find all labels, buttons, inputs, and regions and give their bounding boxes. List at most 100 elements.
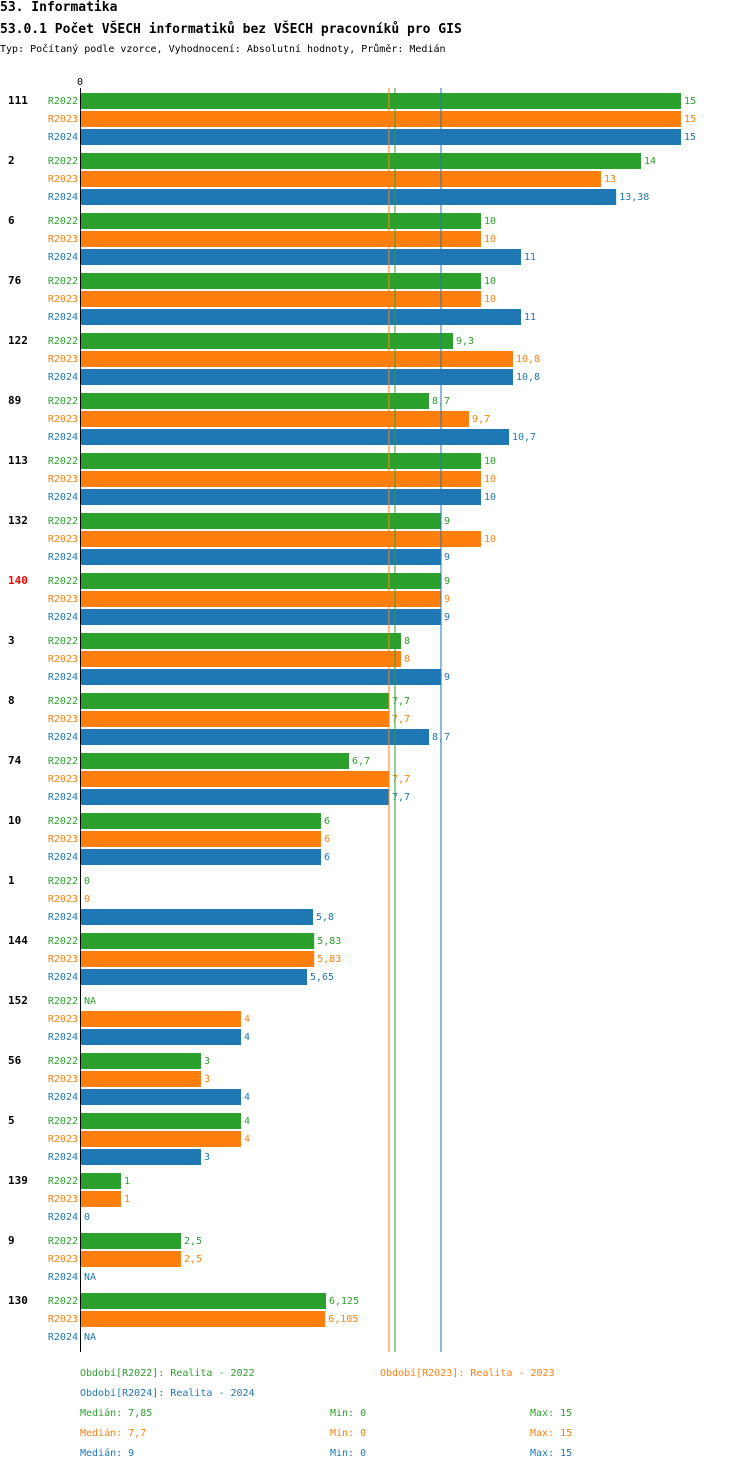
value-label-2-R2024: 13,38 bbox=[619, 192, 649, 203]
page-title: 53. Informatika bbox=[0, 0, 118, 15]
value-label-9-R2024: NA bbox=[84, 1272, 96, 1283]
bar-113-R2023 bbox=[81, 471, 481, 487]
value-label-76-R2023: 10 bbox=[484, 294, 496, 305]
category-label-10: 10 bbox=[8, 814, 21, 827]
bar-89-R2023 bbox=[81, 411, 469, 427]
bar-130-R2023 bbox=[81, 1311, 326, 1327]
value-label-3-R2023: 8 bbox=[404, 654, 410, 665]
value-label-152-R2024: 4 bbox=[244, 1032, 250, 1043]
bar-74-R2023 bbox=[81, 771, 389, 787]
bar-9-R2022 bbox=[81, 1233, 181, 1249]
stat-median-r2022: Medián: 7,85 bbox=[80, 1408, 153, 1419]
bar-111-R2023 bbox=[81, 111, 681, 127]
series-label-3-R2023: R2023 bbox=[48, 654, 78, 665]
series-label-10-R2022: R2022 bbox=[48, 816, 78, 827]
category-label-1: 1 bbox=[8, 874, 15, 887]
bar-132-R2024 bbox=[81, 549, 441, 565]
series-label-74-R2023: R2023 bbox=[48, 774, 78, 785]
series-label-89-R2023: R2023 bbox=[48, 414, 78, 425]
value-label-132-R2024: 9 bbox=[444, 552, 450, 563]
bar-113-R2022 bbox=[81, 453, 481, 469]
series-label-2-R2023: R2023 bbox=[48, 174, 78, 185]
series-label-56-R2022: R2022 bbox=[48, 1056, 78, 1067]
series-label-3-R2022: R2022 bbox=[48, 636, 78, 647]
series-label-111-R2023: R2023 bbox=[48, 114, 78, 125]
value-label-8-R2022: 7,7 bbox=[392, 696, 410, 707]
series-label-139-R2022: R2022 bbox=[48, 1176, 78, 1187]
bar-152-R2023 bbox=[81, 1011, 241, 1027]
value-label-74-R2023: 7,7 bbox=[392, 774, 410, 785]
bar-5-R2022 bbox=[81, 1113, 241, 1129]
bar-76-R2023 bbox=[81, 291, 481, 307]
bar-111-R2024 bbox=[81, 129, 681, 145]
bar-144-R2022 bbox=[81, 933, 315, 949]
series-label-130-R2022: R2022 bbox=[48, 1296, 78, 1307]
bar-122-R2022 bbox=[81, 333, 453, 349]
value-label-76-R2024: 11 bbox=[524, 312, 536, 323]
bar-9-R2023 bbox=[81, 1251, 181, 1267]
value-label-122-R2023: 10,8 bbox=[516, 354, 540, 365]
category-label-9: 9 bbox=[8, 1234, 15, 1247]
series-label-8-R2024: R2024 bbox=[48, 732, 78, 743]
series-label-139-R2023: R2023 bbox=[48, 1194, 78, 1205]
bar-132-R2023 bbox=[81, 531, 481, 547]
category-label-111: 111 bbox=[8, 94, 28, 107]
series-label-130-R2023: R2023 bbox=[48, 1314, 78, 1325]
value-label-132-R2023: 10 bbox=[484, 534, 496, 545]
value-label-152-R2023: 4 bbox=[244, 1014, 250, 1025]
value-label-139-R2022: 1 bbox=[124, 1176, 130, 1187]
bar-122-R2023 bbox=[81, 351, 513, 367]
series-label-76-R2024: R2024 bbox=[48, 312, 78, 323]
series-label-74-R2024: R2024 bbox=[48, 792, 78, 803]
value-label-130-R2023: 6,105 bbox=[328, 1314, 358, 1325]
series-label-10-R2023: R2023 bbox=[48, 834, 78, 845]
series-label-144-R2022: R2022 bbox=[48, 936, 78, 947]
bar-2-R2022 bbox=[81, 153, 641, 169]
series-label-140-R2024: R2024 bbox=[48, 612, 78, 623]
bar-144-R2024 bbox=[81, 969, 307, 985]
series-label-140-R2022: R2022 bbox=[48, 576, 78, 587]
value-label-8-R2023: 7,7 bbox=[392, 714, 410, 725]
value-label-6-R2022: 10 bbox=[484, 216, 496, 227]
value-label-2-R2022: 14 bbox=[644, 156, 656, 167]
category-label-56: 56 bbox=[8, 1054, 22, 1067]
value-label-140-R2024: 9 bbox=[444, 612, 450, 623]
bar-89-R2022 bbox=[81, 393, 429, 409]
bar-5-R2023 bbox=[81, 1131, 241, 1147]
value-label-3-R2022: 8 bbox=[404, 636, 410, 647]
legend-item-r2023: Období[R2023]: Realita - 2023 bbox=[380, 1368, 555, 1379]
value-label-9-R2023: 2,5 bbox=[184, 1254, 202, 1265]
bar-2-R2024 bbox=[81, 189, 617, 205]
value-label-111-R2024: 15 bbox=[684, 132, 696, 143]
bar-3-R2022 bbox=[81, 633, 401, 649]
bar-10-R2022 bbox=[81, 813, 321, 829]
category-label-140: 140 bbox=[8, 574, 28, 587]
bar-139-R2023 bbox=[81, 1191, 121, 1207]
value-label-132-R2022: 9 bbox=[444, 516, 450, 527]
value-label-139-R2023: 1 bbox=[124, 1194, 130, 1205]
category-label-113: 113 bbox=[8, 454, 28, 467]
bar-56-R2024 bbox=[81, 1089, 241, 1105]
bar-89-R2024 bbox=[81, 429, 509, 445]
category-label-144: 144 bbox=[8, 934, 28, 947]
bar-122-R2024 bbox=[81, 369, 513, 385]
stat-max-r2023: Max: 15 bbox=[530, 1428, 573, 1439]
value-label-6-R2024: 11 bbox=[524, 252, 536, 263]
series-label-89-R2024: R2024 bbox=[48, 432, 78, 443]
stat-median-r2024: Medián: 9 bbox=[80, 1448, 135, 1459]
series-label-8-R2023: R2023 bbox=[48, 714, 78, 725]
bar-3-R2023 bbox=[81, 651, 401, 667]
series-label-56-R2023: R2023 bbox=[48, 1074, 78, 1085]
value-label-56-R2022: 3 bbox=[204, 1056, 210, 1067]
value-label-89-R2024: 10,7 bbox=[512, 432, 536, 443]
bar-8-R2023 bbox=[81, 711, 389, 727]
series-label-113-R2024: R2024 bbox=[48, 492, 78, 503]
bar-6-R2023 bbox=[81, 231, 481, 247]
bar-5-R2024 bbox=[81, 1149, 201, 1165]
value-label-111-R2023: 15 bbox=[684, 114, 696, 125]
value-label-130-R2022: 6,125 bbox=[329, 1296, 359, 1307]
value-label-10-R2022: 6 bbox=[324, 816, 330, 827]
series-label-132-R2023: R2023 bbox=[48, 534, 78, 545]
series-label-1-R2022: R2022 bbox=[48, 876, 78, 887]
series-label-6-R2023: R2023 bbox=[48, 234, 78, 245]
